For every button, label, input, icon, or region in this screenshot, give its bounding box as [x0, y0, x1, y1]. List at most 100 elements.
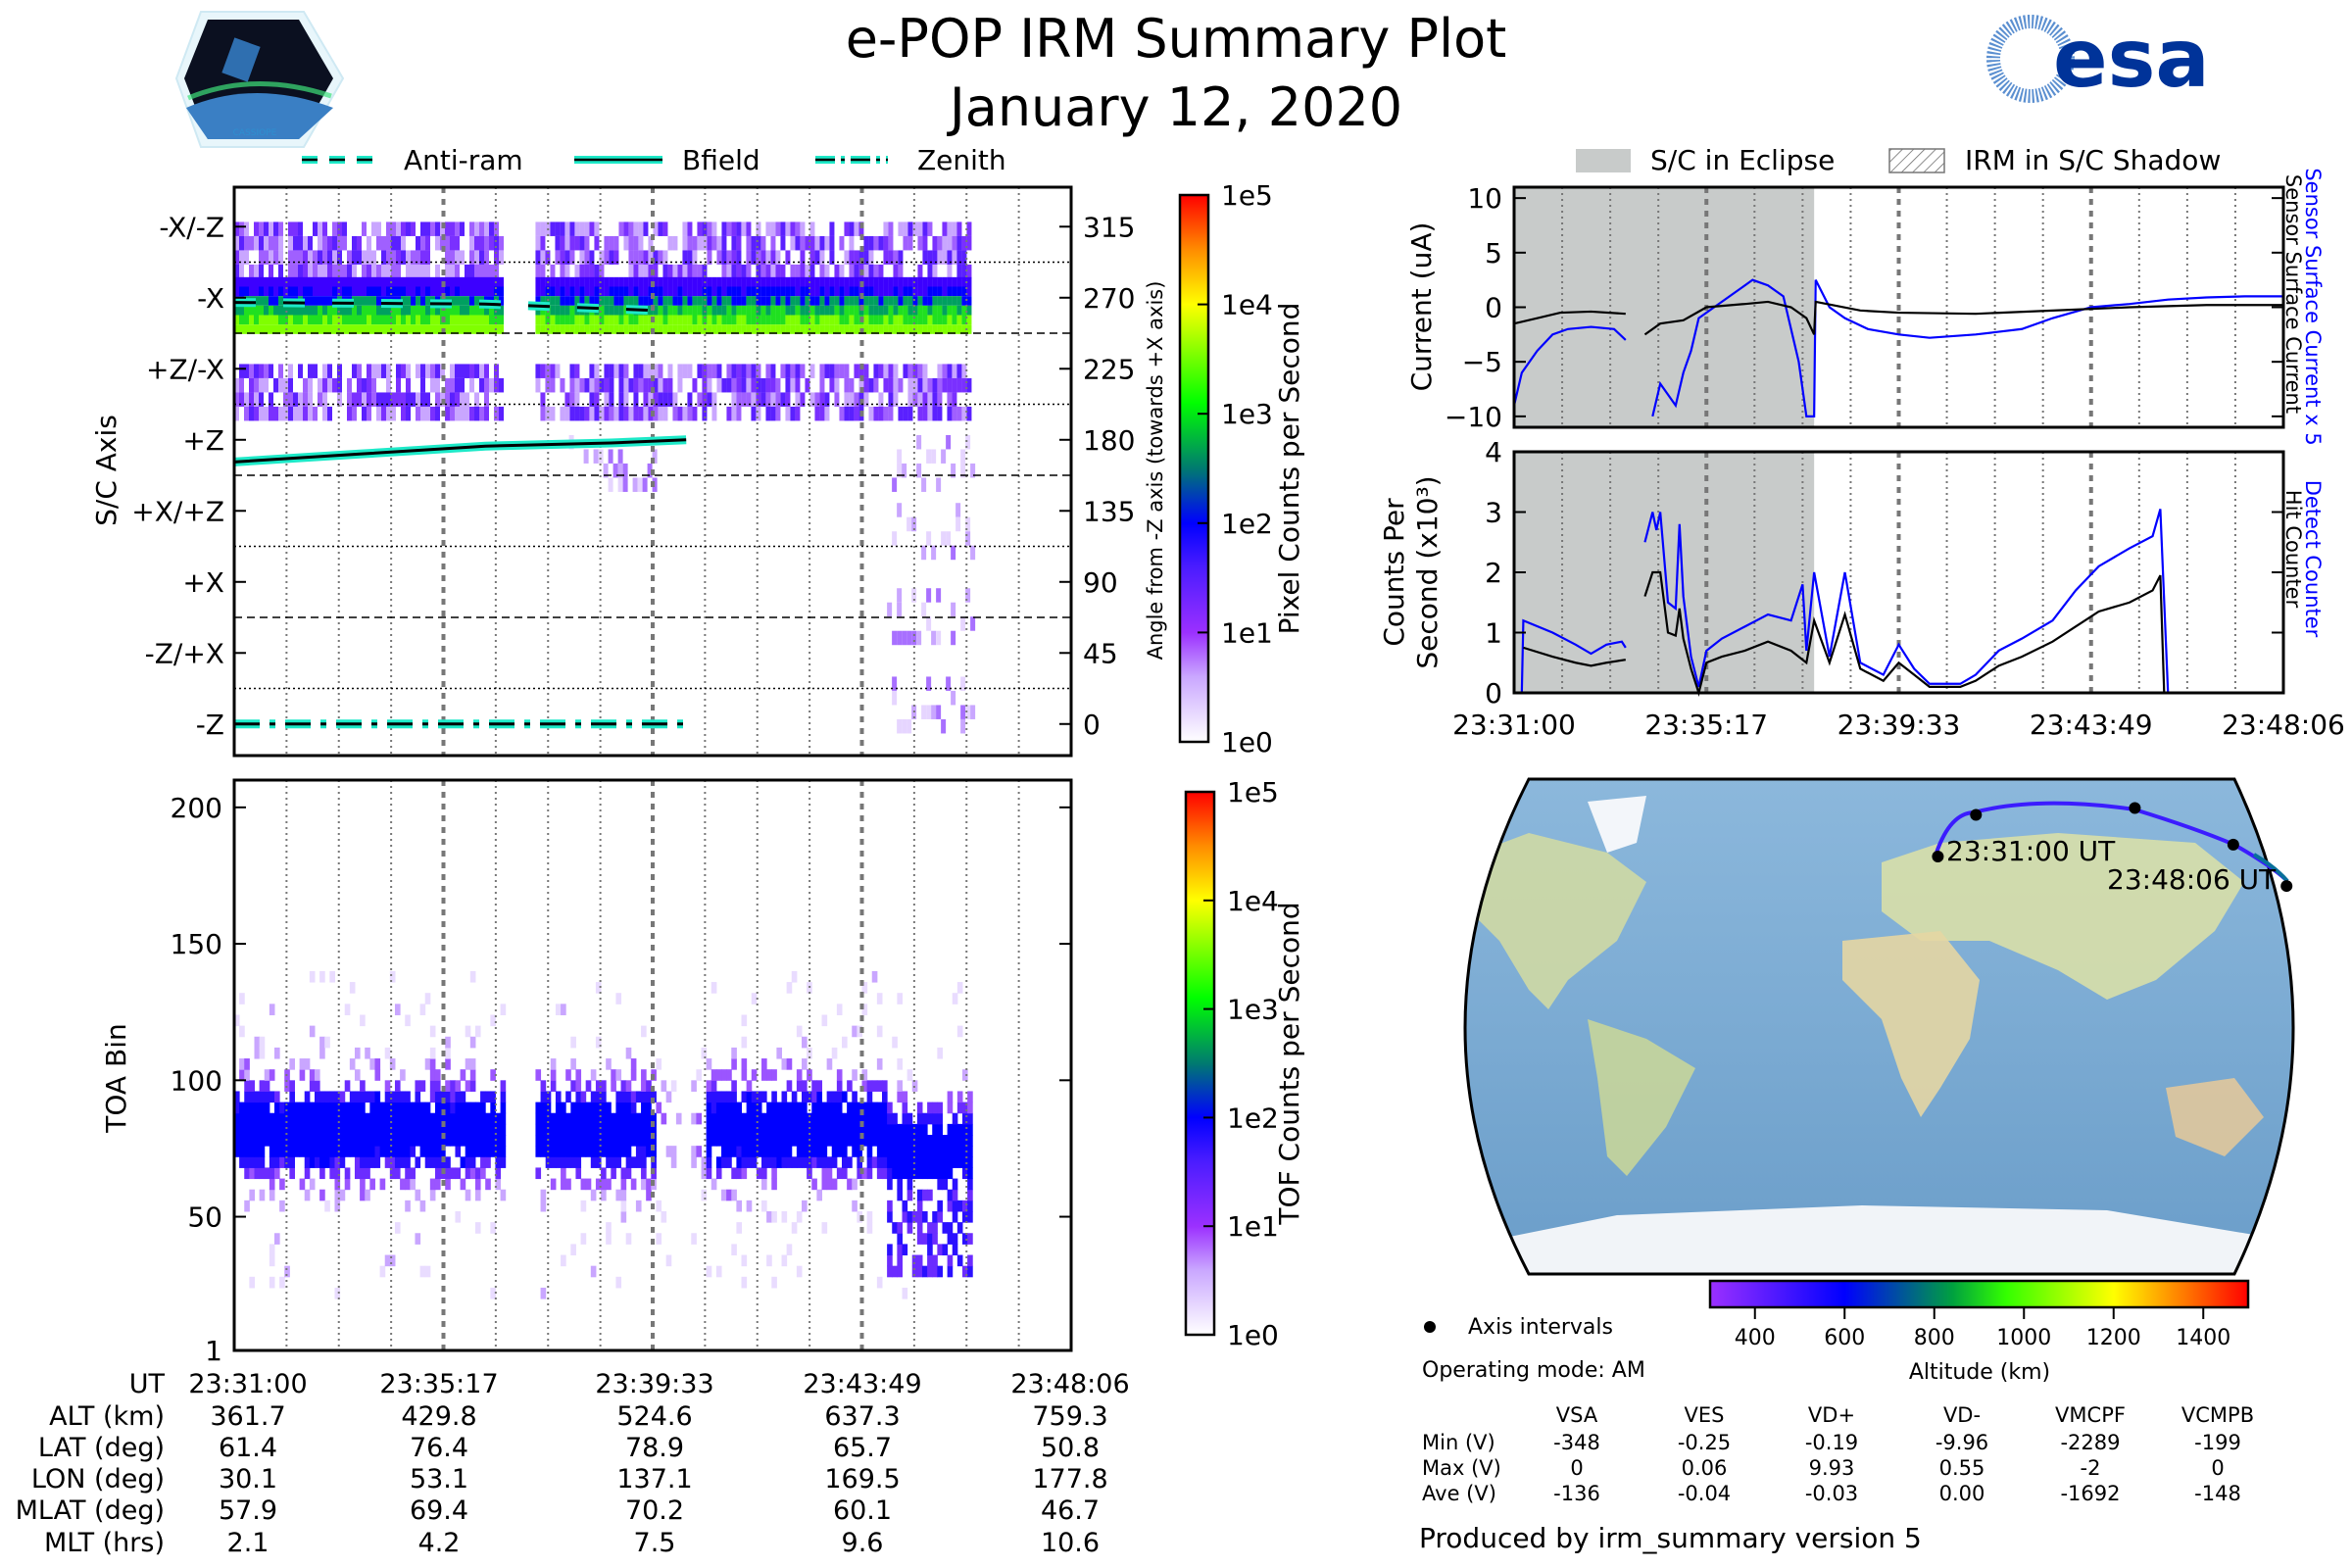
- colorbar-tick-label: 1200: [2086, 1326, 2141, 1350]
- y-tick-label: 0: [1485, 677, 1502, 710]
- y-tick-label: -Z/+X: [145, 637, 224, 669]
- voltage-cell: 0.00: [1939, 1482, 1985, 1505]
- colorbar-tick-label: 400: [1735, 1326, 1776, 1350]
- ephemeris-cell: 30.1: [219, 1464, 277, 1494]
- ephemeris-cell: 7.5: [634, 1528, 676, 1558]
- orbit-map: 23:31:00 UT 23:48:06 UT: [1463, 777, 2295, 1276]
- y-tick-label: 10: [1467, 182, 1502, 215]
- colorbar-tick-label: 800: [1914, 1326, 1955, 1350]
- voltage-table: VSA VES VD+ VD- VMCPF VCMPB Min (V) -348 -0.25 -0…: [1422, 1403, 2254, 1505]
- y-tick-label: 2: [1485, 557, 1502, 589]
- ephemeris-cell: 23:35:17: [379, 1369, 498, 1399]
- voltage-cell: -2289: [2060, 1431, 2120, 1454]
- ephemeris-cell: 10.6: [1041, 1528, 1100, 1558]
- ephemeris-row-label: ALT (km): [49, 1401, 165, 1432]
- pixel-colorbar: 1e0 1e1 1e2 1e3 1e4 1e5 Pixel Counts per Seco…: [1178, 179, 1305, 759]
- axis-intervals-label: Axis intervals: [1468, 1315, 1613, 1340]
- orbit-end-label: 23:48:06 UT: [2107, 863, 2277, 896]
- voltage-header: VMCPF: [2055, 1403, 2126, 1427]
- africa: [1842, 931, 1980, 1117]
- y-right-tick-label: 0: [1083, 709, 1101, 741]
- voltage-cell: -9.96: [1936, 1431, 1988, 1454]
- colorbar-tick-label: 1e4: [1227, 885, 1279, 917]
- eclipse-shade: [1514, 187, 1815, 427]
- voltage-cell: -348: [1553, 1431, 1600, 1454]
- colorbar-tick-label: 1e2: [1221, 508, 1273, 540]
- spectrogram-band: [887, 588, 976, 646]
- legend-eclipse: S/C in Eclipse: [1650, 144, 1835, 176]
- voltage-cell: -1692: [2060, 1482, 2120, 1505]
- ephemeris-cell: 9.6: [842, 1528, 884, 1558]
- ephemeris-cell: 524.6: [616, 1401, 692, 1432]
- legend-anti-ram: Anti-ram: [404, 144, 523, 176]
- voltage-row-label: Min (V): [1422, 1431, 1495, 1454]
- ephemeris-cell: 23:31:00: [188, 1369, 307, 1399]
- voltage-row-label: Ave (V): [1422, 1482, 1496, 1505]
- right-label-black: Sensor Surface Current: [2281, 174, 2305, 414]
- colorbar-tick-label: 1e3: [1221, 398, 1273, 430]
- y-right-tick-label: 90: [1083, 566, 1118, 599]
- ephemeris-cell: 46.7: [1041, 1495, 1100, 1526]
- y-right-tick-label: 225: [1083, 353, 1135, 385]
- ephemeris-cell: 65.7: [833, 1433, 892, 1463]
- esa-logo: esa: [1986, 13, 2210, 106]
- operating-mode: Operating mode: AM: [1422, 1358, 1645, 1383]
- page-title: e-POP IRM Summary Plot: [846, 8, 1507, 70]
- voltage-cell: -0.25: [1678, 1431, 1731, 1454]
- produced-by: Produced by irm_summary version 5: [1419, 1522, 1922, 1554]
- legend-zenith: Zenith: [917, 144, 1006, 176]
- ephemeris-cell: 53.1: [410, 1464, 468, 1494]
- ephemeris-cell: 23:43:49: [803, 1369, 921, 1399]
- y-axis-label: TOA Bin: [100, 1023, 132, 1133]
- ephemeris-cell: 60.1: [833, 1495, 892, 1526]
- cassiope-logo: CASSIOPE: [174, 11, 345, 148]
- y-tick-label: −10: [1445, 401, 1502, 433]
- voltage-header: VES: [1685, 1403, 1725, 1427]
- ephemeris-row-label: MLAT (deg): [16, 1495, 165, 1526]
- ephemeris-cell: 61.4: [219, 1433, 277, 1463]
- australia: [2166, 1078, 2264, 1156]
- colorbar-tick-label: 1e5: [1221, 179, 1273, 212]
- y-axis-label: S/C Axis: [90, 415, 122, 526]
- ephemeris-cell: 50.8: [1041, 1433, 1100, 1463]
- y-tick-label: 1: [1485, 617, 1502, 650]
- eclipse-shade: [1514, 452, 1815, 693]
- north-america: [1465, 833, 1646, 1009]
- colorbar-tick-label: 1e2: [1227, 1102, 1279, 1134]
- voltage-header: VCMPB: [2181, 1403, 2254, 1427]
- series-line-hit-counter: [1523, 646, 1626, 667]
- y-right-tick-label: 315: [1083, 211, 1135, 243]
- y-right-tick-label: 270: [1083, 282, 1135, 315]
- colorbar-tick-label: 1e1: [1221, 616, 1273, 649]
- ephemeris-cell: 70.2: [625, 1495, 684, 1526]
- ephemeris-row-label: LAT (deg): [38, 1433, 165, 1463]
- ephemeris-row-label: LON (deg): [31, 1464, 165, 1494]
- legend-shadow: IRM in S/C Shadow: [1965, 144, 2221, 176]
- colorbar-tick-label: 1e1: [1227, 1210, 1279, 1243]
- ephemeris-cell: 361.7: [210, 1401, 285, 1432]
- y-tick-label: 1: [205, 1335, 222, 1367]
- orbit-interval-point: [2129, 802, 2141, 814]
- x-tick-label: 23:43:49: [2030, 709, 2153, 741]
- y-axis-label-line1: Counts Per: [1378, 498, 1410, 647]
- ephemeris-row-label: MLT (hrs): [44, 1528, 165, 1558]
- ephemeris-cell: 429.8: [401, 1401, 476, 1432]
- y-right-tick-label: 180: [1083, 424, 1135, 457]
- y-tick-label: 50: [187, 1201, 222, 1234]
- ephemeris-cell: 23:48:06: [1010, 1369, 1129, 1399]
- colorbar-tick-label: 1e0: [1227, 1319, 1279, 1351]
- voltage-row-label: Max (V): [1422, 1456, 1501, 1480]
- series-line-sensor-surface-current: [1513, 310, 1626, 325]
- ephemeris-cell: 169.5: [824, 1464, 900, 1494]
- right-label-black: Hit Counter: [2281, 490, 2305, 609]
- series-line-sensor-surface-current-x-5: [1512, 325, 1627, 406]
- orbit-interval-point: [2227, 838, 2239, 851]
- orbit-interval-point: [2280, 880, 2293, 893]
- y-tick-label: 4: [1485, 436, 1502, 468]
- y-axis-label-line2: Second (x10³): [1411, 475, 1444, 668]
- voltage-cell: -136: [1553, 1482, 1600, 1505]
- colorbar-tick-label: 600: [1824, 1326, 1865, 1350]
